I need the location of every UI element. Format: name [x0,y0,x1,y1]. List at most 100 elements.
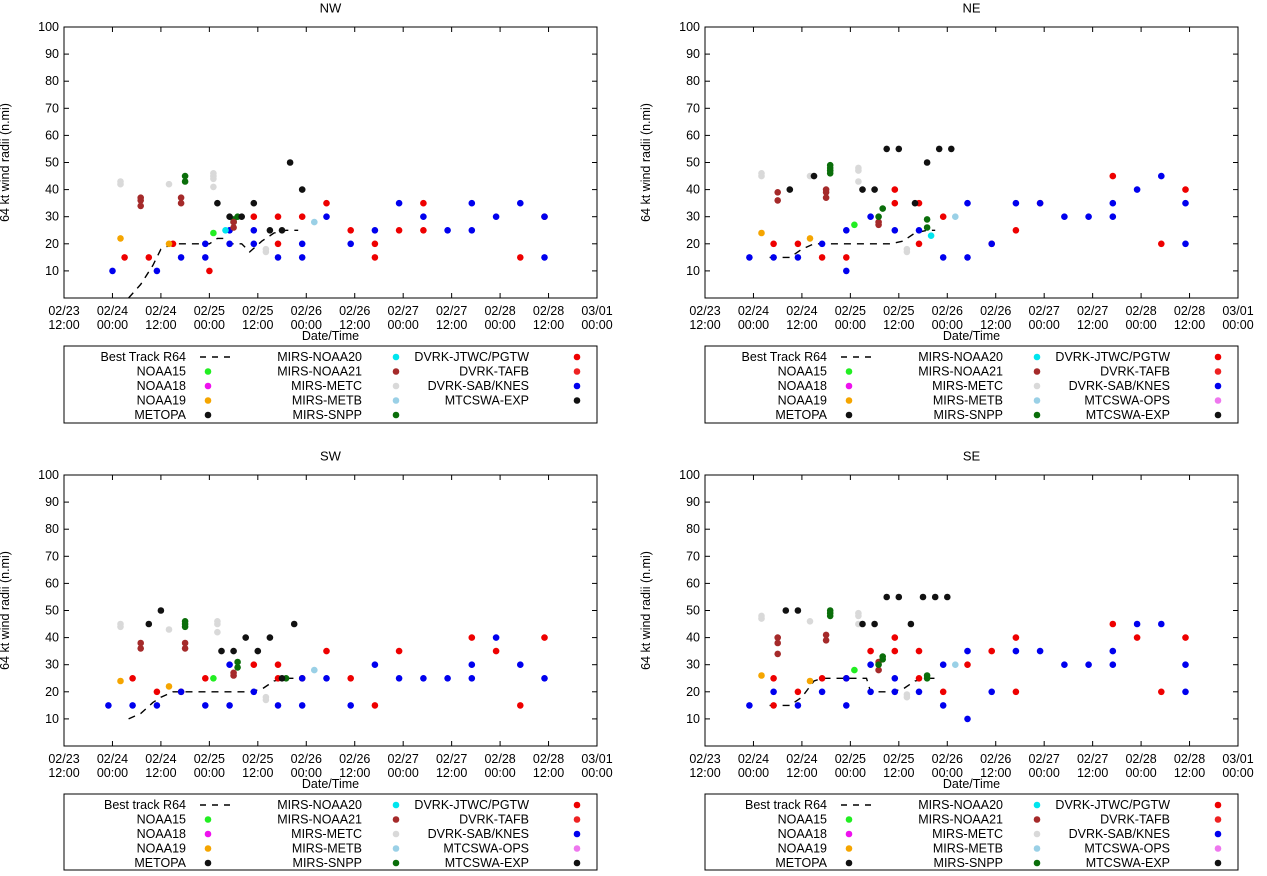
x-tick-label-time: 00:00 [1029,766,1060,780]
data-point-dvrk-sab-knes [1109,661,1117,668]
y-tick-label: 40 [686,631,700,645]
legend-label: DVRK-TAFB [1100,365,1170,379]
data-point-mirs-noaa21 [181,639,189,647]
data-point-dvrk-sab-knes [1158,172,1165,180]
data-point-dvrk-sab-knes [1085,213,1092,220]
x-tick-label-time: 00:00 [388,318,419,332]
y-tick-label: 90 [686,495,700,509]
y-tick-label: 70 [686,101,700,115]
legend-marker-dot [1033,801,1041,809]
x-tick-label-date: 02/28 [1174,752,1205,766]
x-tick-label-time: 00:00 [484,318,515,332]
data-point-dvrk-jtwc-pgtw [153,688,161,696]
data-point-mirs-metb [952,661,959,668]
legend-box [63,345,598,424]
legend-marker-dot [845,368,853,375]
x-tick-label-time: 12:00 [436,318,467,332]
y-tick-label: 100 [679,468,700,482]
data-point-dvrk-jtwc-pgtw [1182,634,1189,641]
data-point-dvrk-sab-knes [843,227,850,234]
data-point-dvrk-jtwc-pgtw [915,675,923,682]
legend-marker-dot [204,845,212,852]
legend-label: MIRS-METC [932,379,1003,393]
y-tick-label: 50 [686,604,700,618]
y-tick-label: 40 [686,183,700,197]
data-point-metopa [883,145,890,153]
y-axis-label: 64 kt wind radii (n.mi) [639,551,653,670]
data-point-mirs-noaa21 [774,650,781,658]
data-point-dvrk-sab-knes [1061,213,1068,220]
x-tick-label-time: 00:00 [1222,318,1253,332]
x-tick-label-date: 02/26 [339,304,370,318]
y-tick-label: 40 [45,183,59,197]
legend-label: MIRS-METB [292,394,362,408]
data-point-metopa [935,145,943,153]
data-point-metopa [250,199,258,207]
data-point-metopa [871,620,878,628]
x-tick-label-time: 12:00 [242,766,273,780]
x-tick-label-date: 02/26 [932,304,963,318]
data-point-mirs-snpp [826,161,834,169]
y-tick-label: 80 [45,522,59,536]
data-point-dvrk-sab-knes [202,702,209,709]
data-point-mirs-metc [210,183,217,191]
data-point-dvrk-sab-knes [226,661,233,668]
data-point-dvrk-jtwc-pgtw [1158,240,1165,248]
data-point-mirs-noaa20 [222,227,229,234]
data-point-dvrk-sab-knes [517,661,524,668]
data-point-mirs-metc [903,691,911,698]
data-point-dvrk-sab-knes [226,702,233,709]
data-point-dvrk-jtwc-pgtw [794,240,802,248]
data-point-dvrk-jtwc-pgtw [1012,634,1020,641]
data-point-dvrk-jtwc-pgtw [395,227,403,234]
data-point-noaa19 [758,229,765,237]
x-tick-label-date: 02/27 [388,304,419,318]
data-point-noaa15 [210,675,217,682]
chart-title: NE [962,0,980,15]
data-point-dvrk-sab-knes [323,213,330,220]
x-tick-label-time: 12:00 [786,318,817,332]
y-tick-label: 20 [45,685,59,699]
plot-area [105,607,548,720]
legend-label: NOAA19 [778,842,827,856]
data-point-mirs-noaa20 [927,232,935,239]
legend-marker-dot [573,801,581,809]
data-point-metopa [266,634,274,641]
data-point-noaa19 [117,677,124,685]
data-point-mirs-noaa21 [774,639,781,647]
x-axis-label: Date/Time [302,329,359,343]
x-tick-label-date: 02/27 [1029,752,1060,766]
y-tick-label: 80 [686,522,700,536]
x-tick-label-time: 00:00 [1029,318,1060,332]
x-tick-label-date: 02/24 [786,304,817,318]
data-point-dvrk-sab-knes [1182,199,1189,207]
data-point-dvrk-sab-knes [1182,661,1189,668]
data-point-dvrk-sab-knes [347,702,355,709]
data-point-dvrk-jtwc-pgtw [420,199,427,207]
x-tick-label-date: 02/28 [1125,752,1156,766]
x-tick-label-date: 02/27 [436,304,467,318]
legend-marker-dot [845,859,853,867]
data-point-dvrk-sab-knes [298,702,306,709]
data-point-metopa [782,607,790,614]
data-point-dvrk-sab-knes [891,675,899,682]
data-point-mirs-metc [903,245,911,253]
x-tick-label-date: 02/27 [1077,304,1108,318]
data-point-mirs-metc [855,164,862,172]
data-point-metopa [794,607,802,614]
data-point-dvrk-sab-knes [420,213,427,220]
legend-marker-dot [845,830,853,838]
legend-marker-dot [392,816,400,823]
data-point-dvrk-jtwc-pgtw [1182,186,1189,193]
x-tick-label-date: 02/26 [291,304,322,318]
legend-marker-dot [845,411,853,419]
data-point-dvrk-sab-knes [298,240,306,248]
data-point-mirs-metc [214,628,221,636]
legend-marker-dot [204,382,212,390]
x-tick-label-time: 12:00 [145,318,176,332]
data-point-noaa19 [806,235,814,242]
x-tick-label-date: 02/27 [436,752,467,766]
data-point-dvrk-sab-knes [843,702,850,709]
data-point-mirs-snpp [879,205,886,212]
